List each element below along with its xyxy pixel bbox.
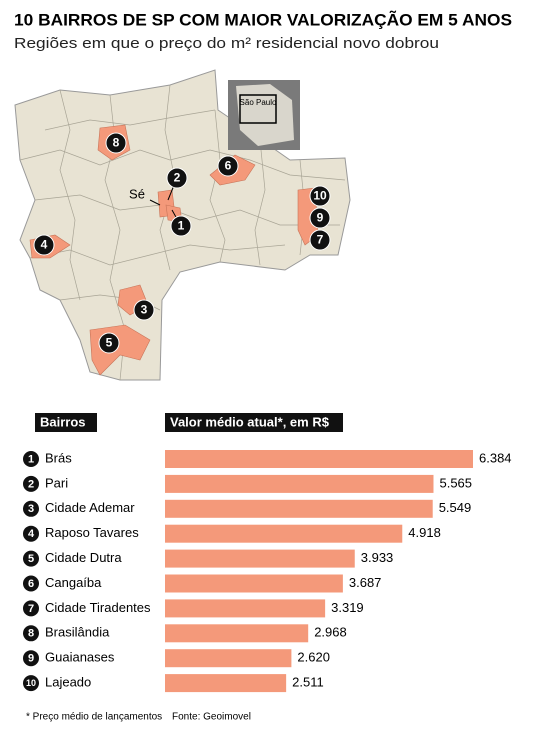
value-label: 6.384: [479, 450, 512, 465]
bar: [165, 549, 355, 568]
category-label: Guaianases: [45, 650, 115, 665]
center-label: Sé: [129, 186, 145, 201]
inset-map: São Paulo: [228, 80, 300, 150]
map-marker-label: 6: [225, 159, 232, 173]
category-header: Bairros: [40, 414, 86, 429]
rank-label: 10: [26, 678, 36, 688]
value-label: 2.968: [314, 625, 347, 640]
map-marker: [133, 299, 155, 321]
value-label: 3.687: [349, 575, 382, 590]
value-label: 2.511: [292, 675, 324, 690]
map: São Paulo Sé 1 2 3 4 5 6 7 8 9 10: [14, 69, 351, 381]
map-marker: [33, 234, 55, 256]
value-header: Valor médio atual*, em R$: [170, 414, 330, 429]
category-label: Cidade Ademar: [45, 500, 135, 515]
map-marker: [170, 215, 192, 237]
map-marker-label: 4: [41, 238, 48, 252]
map-marker: [309, 229, 331, 251]
footnote: * Preço médio de lançamentos: [26, 712, 162, 723]
rank-label: 3: [28, 503, 34, 515]
bar-rows: 1 Brás 6.384 2 Pari 5.565 3 Cidade Ademar 5.549 4…: [23, 450, 512, 693]
rank-badge: [23, 675, 39, 692]
map-marker: [309, 185, 331, 207]
rank-badge: [23, 575, 39, 592]
map-marker: [98, 332, 120, 354]
map-marker: [105, 132, 127, 154]
value-label: 5.549: [439, 500, 472, 515]
rank-badge: [23, 650, 39, 667]
rank-label: 1: [28, 453, 34, 465]
value-label: 3.319: [331, 600, 364, 615]
center-pointer: [149, 199, 161, 206]
bar: [165, 474, 434, 493]
rank-label: 4: [28, 528, 35, 540]
rank-label: 2: [28, 478, 34, 490]
header-box: [35, 413, 97, 432]
rank-badge: [23, 500, 39, 517]
bar: [165, 499, 433, 518]
inset-label: São Paulo: [240, 98, 277, 107]
value-label: 3.933: [361, 550, 394, 565]
category-label: Raposo Tavares: [45, 525, 139, 540]
inset-frame: [239, 94, 277, 124]
bar: [165, 624, 309, 643]
map-marker-label: 3: [141, 303, 148, 317]
subtitle: Regiões em que o preço do m² residencial…: [14, 35, 439, 52]
map-marker-label: 10: [313, 189, 327, 203]
map-marker-label: 9: [317, 211, 324, 225]
category-label: Cidade Dutra: [45, 550, 122, 565]
map-marker: [217, 155, 239, 177]
bar: [165, 674, 287, 693]
bar: [165, 524, 403, 543]
rank-badge: [23, 550, 39, 567]
category-label: Cangaíba: [45, 575, 102, 590]
map-marker: [309, 207, 331, 229]
rank-badge: [23, 525, 39, 542]
map-marker-label: 7: [317, 233, 324, 247]
category-label: Brasilândia: [45, 625, 110, 640]
category-label: Cidade Tiradentes: [45, 600, 151, 615]
bar: [165, 649, 292, 668]
header-box: [165, 413, 343, 432]
rank-label: 5: [28, 553, 34, 565]
map-marker: [166, 167, 188, 189]
rank-label: 9: [28, 653, 34, 665]
rank-badge: [23, 600, 39, 617]
rank-label: 8: [28, 628, 34, 640]
category-label: Brás: [45, 450, 72, 465]
category-label: Pari: [45, 475, 68, 490]
value-label: 5.565: [439, 475, 472, 490]
rank-badge: [23, 475, 39, 492]
map-marker-label: 1: [178, 219, 185, 233]
value-label: 4.918: [408, 525, 441, 540]
map-marker-label: 8: [113, 136, 120, 150]
rank-badge: [23, 625, 39, 642]
bar: [165, 450, 473, 468]
map-markers: 1 2 3 4 5 6 7 8 9 10: [33, 132, 331, 354]
rank-label: 7: [28, 603, 34, 615]
inset-city: [236, 84, 294, 146]
rank-label: 6: [28, 578, 34, 590]
map-marker-label: 2: [174, 171, 181, 185]
category-label: Lajeado: [45, 675, 91, 690]
value-label: 2.620: [297, 650, 330, 665]
title: 10 BAIRROS DE SP COM MAIOR VALORIZAÇÃO E…: [14, 9, 512, 29]
bar: [165, 599, 326, 618]
rank-badge: [23, 451, 39, 467]
source: Fonte: Geoimovel: [172, 712, 251, 723]
map-marker-label: 5: [106, 336, 113, 350]
bar: [165, 574, 343, 593]
